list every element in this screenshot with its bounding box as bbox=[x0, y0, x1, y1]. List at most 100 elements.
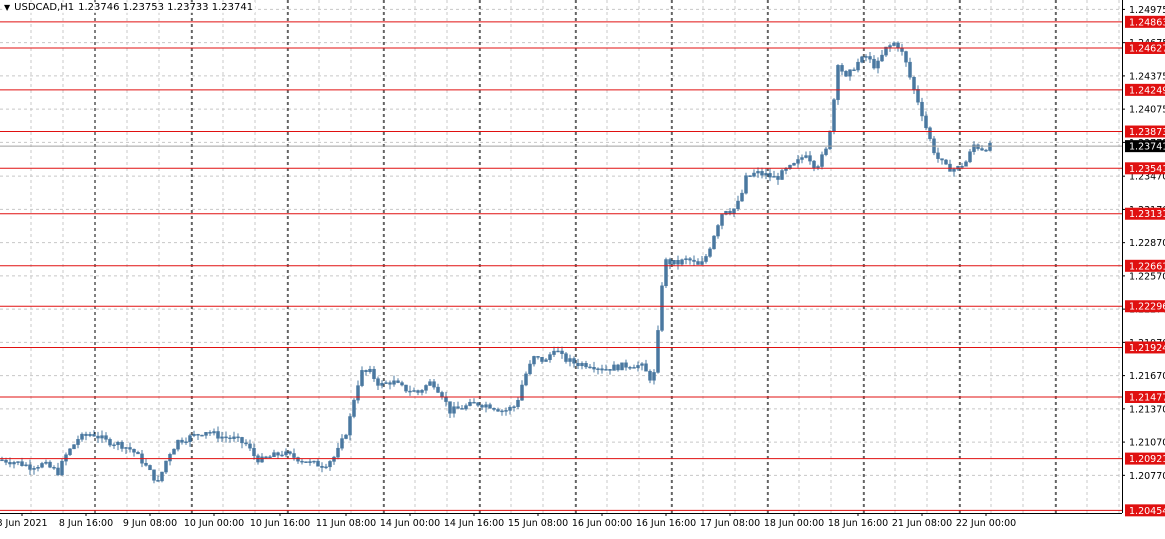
candle-body bbox=[72, 444, 76, 450]
candle-body bbox=[548, 354, 552, 360]
candle bbox=[548, 352, 552, 363]
candle bbox=[416, 389, 420, 396]
candle-body bbox=[604, 369, 608, 371]
candle-body bbox=[612, 364, 616, 371]
candle bbox=[408, 385, 412, 396]
candle-body bbox=[4, 459, 8, 463]
candle-body bbox=[308, 461, 312, 463]
candle bbox=[448, 401, 452, 418]
candle bbox=[680, 258, 684, 267]
candle bbox=[924, 111, 928, 131]
candle bbox=[164, 460, 168, 475]
level-label-bg bbox=[1125, 15, 1165, 28]
x-tick-label: 18 Jun 00:00 bbox=[764, 518, 824, 529]
candle-body bbox=[696, 261, 700, 265]
candle bbox=[668, 257, 672, 270]
candle bbox=[740, 189, 744, 202]
candle bbox=[176, 439, 180, 452]
candle bbox=[152, 469, 156, 484]
candle-body bbox=[312, 460, 316, 463]
level-label: 1.23131 bbox=[1129, 209, 1165, 220]
candle bbox=[808, 151, 812, 165]
candle bbox=[636, 361, 640, 372]
level-label-bg bbox=[1125, 390, 1165, 403]
candle-body bbox=[416, 390, 420, 393]
candle-body bbox=[948, 163, 952, 172]
candle bbox=[336, 442, 340, 460]
candle bbox=[792, 162, 796, 166]
candle bbox=[952, 167, 956, 177]
candle-body bbox=[512, 406, 516, 408]
candle bbox=[236, 433, 240, 442]
candle-body bbox=[456, 406, 460, 409]
candle-body bbox=[864, 56, 868, 58]
candle bbox=[96, 431, 100, 443]
candle bbox=[536, 355, 540, 360]
candle-body bbox=[96, 435, 100, 439]
candle-body bbox=[616, 364, 620, 371]
candle bbox=[552, 346, 556, 357]
candle-body bbox=[392, 380, 396, 385]
candle-body bbox=[824, 148, 828, 155]
candle-body bbox=[384, 382, 388, 384]
candle-body bbox=[988, 142, 992, 151]
x-tick-label: 8 Jun 2021 bbox=[0, 518, 48, 529]
candle bbox=[424, 384, 428, 394]
candle bbox=[464, 403, 468, 411]
candle-body bbox=[936, 152, 940, 159]
candle bbox=[500, 409, 504, 416]
candle-body bbox=[500, 410, 504, 413]
candle bbox=[204, 432, 208, 439]
candle-body bbox=[764, 173, 768, 176]
x-tick-label: 18 Jun 16:00 bbox=[828, 518, 888, 529]
candle bbox=[644, 359, 648, 372]
candle bbox=[412, 387, 416, 392]
candle-body bbox=[24, 464, 28, 467]
candle bbox=[40, 461, 44, 469]
candle bbox=[528, 360, 532, 375]
dropdown-triangle-icon[interactable]: ▼ bbox=[4, 3, 11, 12]
candle bbox=[280, 450, 284, 457]
candle-body bbox=[732, 208, 736, 214]
candle-body bbox=[280, 454, 284, 457]
candle-body bbox=[952, 169, 956, 172]
candle bbox=[748, 175, 752, 177]
level-label: 1.21477 bbox=[1129, 392, 1165, 403]
candle bbox=[936, 147, 940, 163]
candle bbox=[712, 235, 716, 250]
candle bbox=[624, 359, 628, 371]
x-tick-label: 11 Jun 08:00 bbox=[316, 518, 376, 529]
candle-body bbox=[168, 454, 172, 462]
candle bbox=[432, 378, 436, 390]
candle bbox=[380, 380, 384, 389]
candle-body bbox=[808, 155, 812, 162]
candle-body bbox=[676, 260, 680, 265]
candle-body bbox=[804, 155, 808, 158]
candle-body bbox=[300, 460, 304, 463]
x-tick-label: 9 Jun 08:00 bbox=[123, 518, 177, 529]
y-tick-label: 1.21070 bbox=[1129, 438, 1165, 449]
candle bbox=[104, 432, 108, 443]
candle bbox=[184, 437, 188, 445]
candle-body bbox=[0, 459, 4, 462]
level-label-bg bbox=[1125, 259, 1165, 272]
candle-body bbox=[236, 436, 240, 439]
candle-body bbox=[16, 461, 20, 463]
candle bbox=[344, 433, 348, 440]
candle-body bbox=[608, 369, 612, 371]
candle bbox=[288, 450, 292, 456]
candle-body bbox=[12, 462, 16, 465]
candle bbox=[304, 461, 308, 464]
candle bbox=[772, 170, 776, 178]
candle-body bbox=[476, 402, 480, 406]
level-label-bg bbox=[1125, 83, 1165, 96]
candle bbox=[324, 463, 328, 470]
candle bbox=[488, 402, 492, 409]
candle bbox=[468, 398, 472, 407]
y-tick-label: 1.22870 bbox=[1129, 238, 1165, 249]
candle bbox=[352, 398, 356, 419]
candle-body bbox=[884, 46, 888, 56]
candle bbox=[660, 282, 664, 333]
